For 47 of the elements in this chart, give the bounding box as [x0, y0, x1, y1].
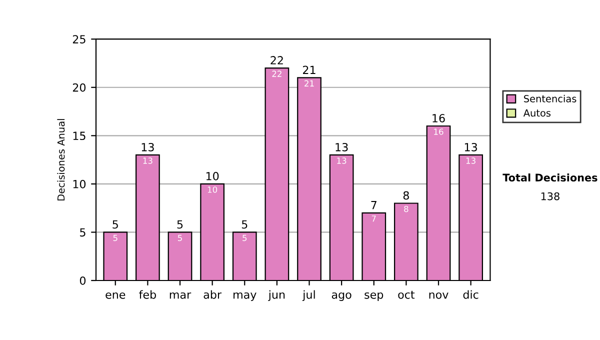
data-label: 13	[143, 158, 152, 164]
x-tick-label: jun	[268, 290, 285, 301]
data-label: 8	[404, 206, 408, 212]
total-label: 7	[371, 201, 376, 210]
total-label: 5	[177, 220, 183, 229]
x-tick-label: feb	[139, 290, 156, 299]
x-tick-label: oct	[398, 290, 415, 299]
x-tick-label: abr	[204, 290, 222, 299]
total-label: 13	[336, 142, 348, 152]
total-label: 8	[403, 191, 409, 200]
y-tick-label: 20	[72, 83, 86, 92]
total-label: 5	[112, 220, 118, 229]
data-label: 16	[434, 128, 444, 135]
data-label: 10	[208, 186, 218, 193]
y-tick-label: 25	[72, 35, 86, 44]
total-label: 10	[206, 172, 219, 180]
total-label: 21	[303, 66, 316, 74]
x-tick-label: ago	[332, 292, 352, 301]
data-label: 13	[337, 158, 346, 164]
total-label: 5	[242, 220, 248, 229]
x-tick-label: ene	[106, 292, 126, 299]
y-tick-label: 15	[73, 132, 86, 140]
text: Total Decisiones	[502, 173, 598, 182]
x-tick-label: sep	[364, 292, 384, 301]
data-label: 22	[272, 70, 282, 77]
y-axis-title: Decisiones Anual	[57, 119, 65, 200]
x-tick-label: dic	[463, 290, 478, 299]
y-tick-label: 5	[80, 228, 86, 237]
total-label: 13	[142, 142, 154, 152]
data-label: 21	[304, 80, 314, 86]
x-tick-label: mar	[170, 292, 192, 299]
data-label: 5	[113, 234, 118, 242]
data-label: 7	[372, 216, 376, 222]
total-label: 16	[432, 114, 445, 122]
x-tick-label: may	[234, 292, 256, 301]
data-label: 5	[242, 234, 247, 242]
y-tick-label: 10	[73, 180, 86, 188]
x-tick-label: jul	[302, 290, 315, 301]
total-label: 22	[270, 56, 283, 64]
data-label: 13	[466, 158, 476, 164]
legend-label: Sentencias	[524, 94, 576, 102]
y-tick-label: 0	[80, 276, 86, 285]
legend-label: Autos	[523, 109, 551, 117]
text: 138	[541, 192, 560, 200]
total-label: 13	[464, 142, 477, 152]
x-tick-label: nov	[429, 292, 448, 299]
data-label: 5	[178, 234, 182, 242]
